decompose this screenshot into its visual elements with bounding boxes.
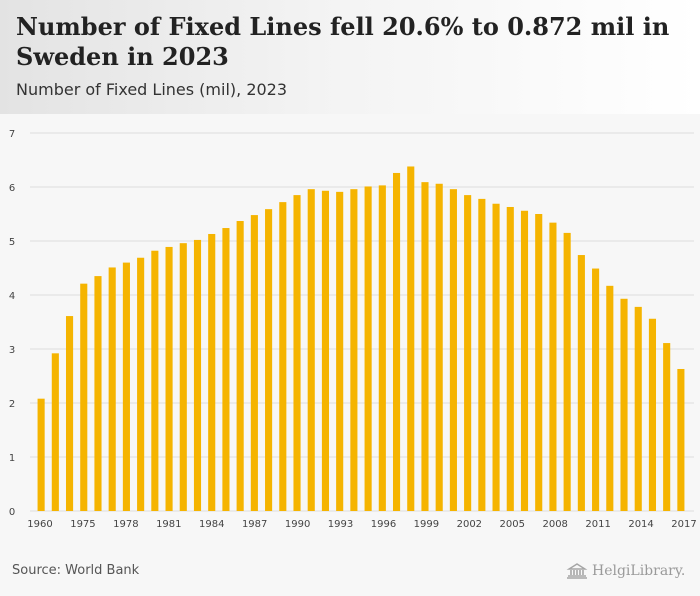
bar	[94, 276, 102, 511]
x-tick-label: 1978	[113, 519, 138, 530]
x-tick-label: 2014	[628, 519, 653, 530]
y-tick-label: 3	[9, 345, 15, 356]
bar	[677, 368, 685, 511]
bar	[449, 189, 457, 511]
bar	[549, 222, 557, 511]
bar	[350, 189, 358, 511]
bar	[378, 185, 386, 511]
y-tick-label: 6	[9, 183, 15, 194]
bar	[492, 203, 500, 511]
bar	[634, 306, 642, 511]
library-building-icon	[566, 563, 588, 579]
x-tick-label: 1999	[414, 519, 439, 530]
bar	[506, 206, 514, 511]
x-tick-label: 1981	[156, 519, 181, 530]
x-tick-label: 1984	[199, 519, 224, 530]
bar	[435, 183, 443, 511]
y-tick-label: 4	[9, 291, 15, 302]
bar	[648, 318, 657, 511]
bar	[137, 257, 145, 511]
x-tick-label: 2005	[500, 519, 525, 530]
bar	[222, 228, 230, 511]
x-tick-label: 2008	[542, 519, 567, 530]
x-tick-label: 1993	[328, 519, 353, 530]
x-axis-ticks: 1960 1975 1978 1981 1984 1987 1990 1993 1996 1999…	[27, 519, 696, 530]
bar	[208, 233, 216, 511]
chart-subtitle: Number of Fixed Lines (mil), 2023	[16, 80, 288, 99]
header: Number of Fixed Lines fell 20.6% to 0.87…	[0, 0, 700, 114]
y-axis-ticks: 0 1 2 3 4 5 6 7	[9, 129, 15, 518]
bar	[250, 215, 258, 511]
x-tick-label: 1975	[70, 519, 95, 530]
bar	[478, 198, 486, 511]
x-tick-label: 2017	[671, 519, 696, 530]
x-tick-label: 1996	[371, 519, 396, 530]
bar	[535, 214, 543, 511]
bar	[392, 172, 401, 511]
bar	[336, 191, 344, 512]
bar	[165, 246, 173, 511]
bar	[421, 182, 429, 511]
y-tick-label: 1	[9, 453, 15, 464]
bar	[307, 189, 315, 511]
bar	[606, 285, 614, 511]
y-tick-label: 0	[9, 507, 15, 518]
bar	[364, 186, 372, 511]
y-tick-label: 7	[9, 129, 15, 140]
bar	[321, 190, 330, 511]
bar	[193, 239, 202, 512]
bar	[663, 343, 671, 511]
bar	[179, 243, 187, 511]
bar	[151, 250, 159, 511]
bar	[279, 202, 287, 511]
bar	[293, 195, 301, 511]
bar	[620, 298, 628, 511]
y-tick-label: 5	[9, 237, 15, 248]
x-tick-label: 1990	[285, 519, 310, 530]
bar	[122, 262, 130, 511]
x-tick-label: 1987	[242, 519, 267, 530]
chart-title: Number of Fixed Lines fell 20.6% to 0.87…	[16, 12, 670, 71]
bar	[236, 221, 244, 511]
bar	[51, 353, 59, 511]
bar	[577, 255, 585, 511]
bar	[407, 166, 415, 512]
bar	[464, 195, 472, 511]
bar	[563, 232, 571, 511]
brand-text: HelgiLibrary.	[592, 563, 686, 579]
bar	[37, 398, 45, 511]
brand-logo[interactable]: HelgiLibrary.	[566, 563, 685, 579]
bar	[80, 283, 88, 511]
bar	[592, 268, 600, 511]
source-note: Source: World Bank	[12, 563, 140, 578]
x-tick-label: 1960	[27, 519, 52, 530]
bar	[108, 267, 116, 511]
bar	[265, 209, 273, 511]
x-tick-label: 2002	[457, 519, 482, 530]
bar-chart: 0 1 2 3 4 5 6 7 1960 1975 1978 1981 1984 1987 1990 199…	[9, 129, 697, 530]
x-tick-label: 2011	[585, 519, 610, 530]
bars-layer	[37, 166, 685, 512]
y-tick-label: 2	[9, 399, 15, 410]
bar	[65, 316, 74, 511]
bar	[520, 210, 529, 511]
